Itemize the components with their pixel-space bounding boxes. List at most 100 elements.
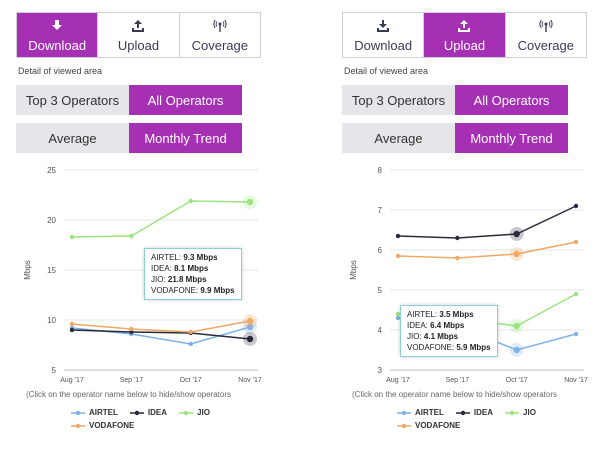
coverage-icon [539,18,553,34]
tooltip-row-airtel: AIRTEL: 9.3 Mbps [151,253,218,262]
x-tick-label: Sep '17 [120,377,144,384]
legend-swatch [129,410,144,415]
tab-upload[interactable]: Upload [424,13,506,57]
tab-upload[interactable]: Upload [98,13,180,57]
x-tick-label: Nov '17 [564,377,588,384]
legend-hint: (Click on the operator name below to hid… [352,390,557,399]
data-point-idea [395,233,401,239]
y-tick-label: 7 [378,206,383,215]
y-tick-label: 20 [47,216,56,225]
tab-label: Download [354,37,413,53]
view-filter: Average Monthly Trend [342,123,568,153]
y-tick-label: 5 [378,286,383,295]
y-tick-label: 5 [52,366,57,375]
view-filter: Average Monthly Trend [16,123,242,153]
upload-icon [457,18,471,34]
legend-vodafone[interactable]: VODAFONE [71,421,134,430]
data-point-airtel [246,323,254,331]
legend-swatch [71,410,85,415]
download-icon [376,18,390,34]
data-point-airtel [573,331,579,337]
upload-chart: 3 4 5 6 7 8 Aug '17 Sep '17 Oct '17 Nov '17 Mbps [342,162,600,420]
data-point-jio [129,233,134,239]
tab-label: Coverage [191,37,248,53]
legend-idea[interactable]: IDEA [129,408,167,417]
data-point-jio [513,322,520,330]
data-point-idea [246,335,254,343]
tab-download[interactable]: Download [343,13,425,57]
x-tick-label: Nov '17 [238,377,262,384]
tab-coverage[interactable]: Coverage [179,13,260,57]
legend-airtel[interactable]: AIRTEL [71,408,118,417]
x-tick-label: Oct '17 [180,377,202,384]
top-3-operators-button[interactable]: Top 3 Operators [342,85,455,115]
metric-tabs: Download Upload Coverage [16,12,261,58]
tooltip-row-vodafone: VODAFONE: 5.9 Mbps [407,343,491,352]
data-point-vodafone [395,253,401,259]
y-axis-label: Mbps [23,260,32,280]
y-tick-label: 3 [378,366,383,375]
series-line-idea [397,205,577,239]
legend-jio[interactable]: JIO [505,408,536,417]
legend-airtel[interactable]: AIRTEL [397,408,444,417]
y-tick-label: 4 [378,326,383,335]
y-tick-label: 8 [378,166,383,175]
data-point-vodafone [129,326,134,332]
top-3-operators-button[interactable]: Top 3 Operators [16,85,129,115]
all-operators-button[interactable]: All Operators [129,85,242,115]
tooltip-row-airtel: AIRTEL: 3.5 Mbps [407,310,474,319]
detail-label: Detail of viewed area [18,66,103,76]
average-button[interactable]: Average [16,123,129,153]
series-line-vodafone [397,241,577,259]
y-axis-label: Mbps [349,260,358,280]
legend-swatch [505,410,520,415]
legend-idea[interactable]: IDEA [455,408,493,417]
data-point-jio [188,198,193,204]
data-point-jio [246,198,254,206]
operator-filter: Top 3 Operators All Operators [342,85,568,115]
tab-download[interactable]: Download [17,13,99,57]
y-tick-label: 6 [378,246,383,255]
x-tick-label: Aug '17 [386,377,410,384]
series-line-idea [71,329,251,340]
data-point-vodafone [246,317,254,325]
monthly-trend-button[interactable]: Monthly Trend [129,123,242,153]
legend-swatch [397,410,411,415]
upload-panel: Download Upload Coverage Detail of viewe… [342,0,600,450]
average-button[interactable]: Average [342,123,455,153]
data-point-idea [573,203,579,209]
upload-legend: AIRTEL IDEA JIO VODAFONE [397,408,567,434]
series-line-jio [71,200,251,238]
data-point-vodafone [455,255,460,261]
coverage-icon [213,18,227,34]
data-point-idea [513,230,520,238]
all-operators-button[interactable]: All Operators [455,85,568,115]
tab-label: Coverage [517,37,574,53]
upload-tooltip: AIRTEL: 3.5 Mbps IDEA: 6.4 Mbps JIO: 4.1… [400,305,498,357]
y-tick-label: 25 [47,166,56,175]
data-point-vodafone [513,250,520,258]
legend-swatch [455,410,470,415]
legend-vodafone[interactable]: VODAFONE [397,421,460,430]
metric-tabs: Download Upload Coverage [342,12,587,58]
data-point-vodafone [573,239,579,245]
y-tick-label: 10 [47,316,56,325]
data-point-airtel [395,315,401,321]
tooltip-row-idea: IDEA: 8.1 Mbps [151,264,209,273]
tooltip-row-vodafone: VODAFONE: 9.9 Mbps [151,286,235,295]
data-point-idea [455,235,460,241]
tab-label: Upload [117,37,160,53]
series-line-airtel [71,326,251,345]
monthly-trend-button[interactable]: Monthly Trend [455,123,568,153]
download-tooltip: AIRTEL: 9.3 Mbps IDEA: 8.1 Mbps JIO: 21.… [144,248,242,300]
x-tick-label: Aug '17 [60,377,84,384]
legend-jio[interactable]: JIO [179,408,210,417]
series-line-vodafone [71,320,251,333]
legend-swatch [179,410,194,415]
tab-coverage[interactable]: Coverage [505,13,586,57]
detail-label: Detail of viewed area [344,66,429,76]
data-point-jio [573,291,579,297]
tooltip-row-jio: JIO: 21.8 Mbps [151,275,207,284]
legend-swatch [71,423,85,428]
x-tick-label: Oct '17 [506,377,528,384]
